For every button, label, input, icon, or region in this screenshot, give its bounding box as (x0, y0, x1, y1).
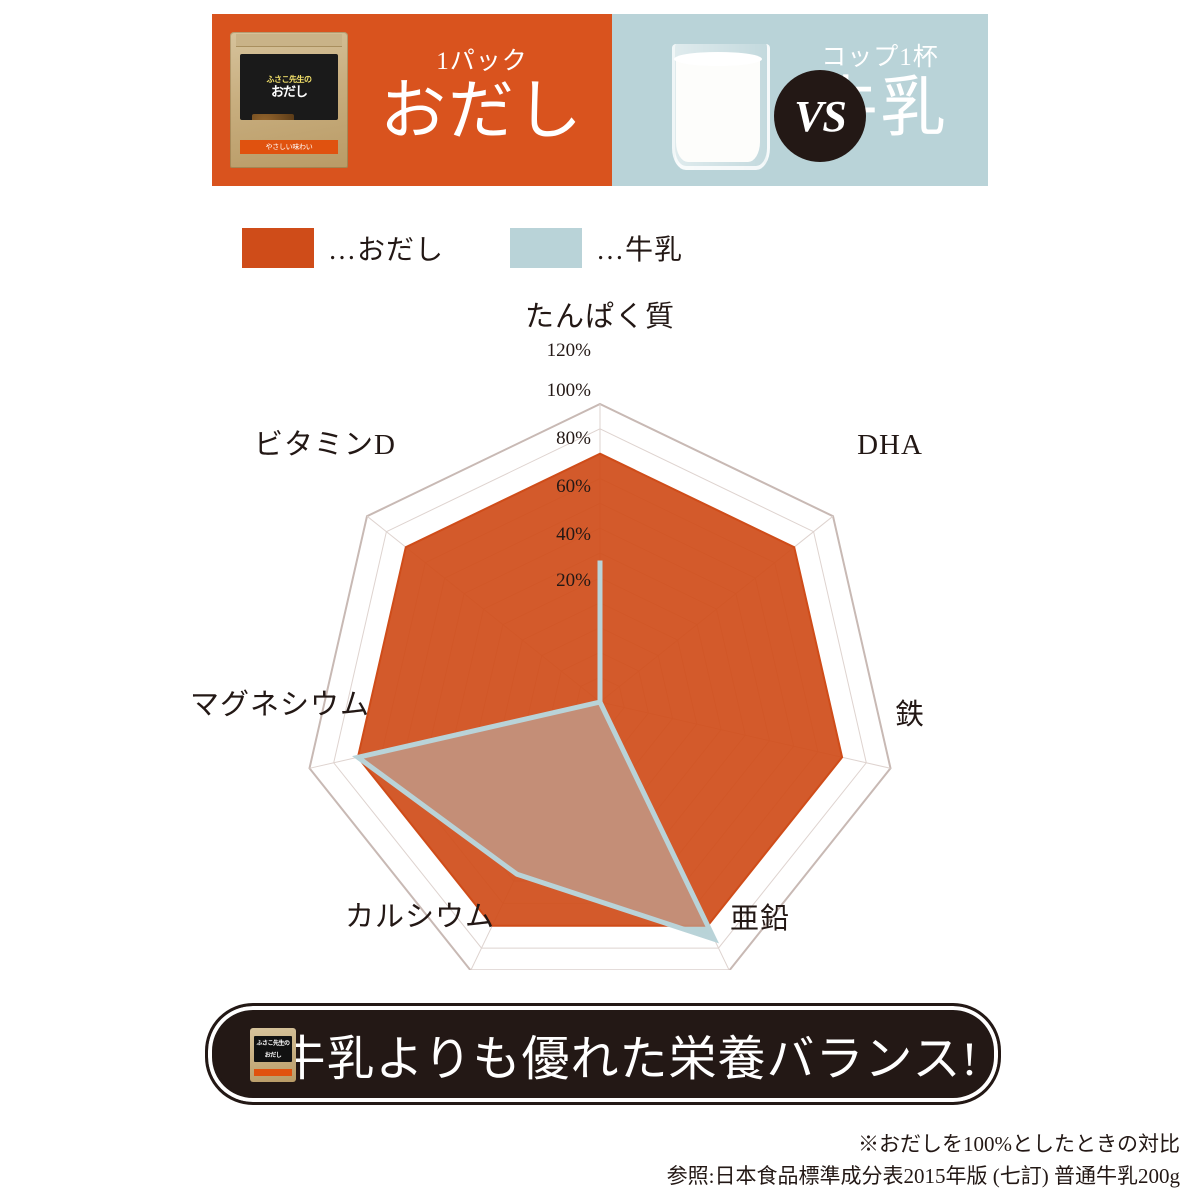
package-strip: やさしい味わい (240, 140, 338, 154)
legend-swatch-odashi (242, 228, 314, 268)
axis-label-protein: たんぱく質 (524, 301, 675, 333)
ribbon-text: 牛乳よりも優れた栄養バランス! (277, 1033, 979, 1086)
comparison-banner: ふさこ先生の おだし やさしい味わい 1パック おだし VS コップ1杯 牛乳 (212, 14, 988, 186)
radar-chart-svg (308, 402, 892, 972)
ribbon-package-line2: おだし (264, 1053, 282, 1059)
axis-label-calcium: カルシウム (344, 901, 495, 933)
banner-odashi-side: ふさこ先生の おだし やさしい味わい 1パック おだし (212, 14, 612, 186)
vs-badge: VS (774, 70, 866, 162)
tick-100: 100% (546, 380, 591, 401)
legend-label-odashi: …おだし (328, 235, 445, 266)
package-name-line: おだし (270, 84, 308, 99)
package-label: ふさこ先生の おだし (240, 54, 338, 120)
axis-label-vitamind: ビタミンD (254, 429, 396, 461)
odashi-title: おだし (380, 75, 584, 148)
radar-chart: たんぱく質 DHA 鉄 亜鉛 カルシウム マグネシウム ビタミンD 120% 1… (0, 290, 1200, 972)
milk-serving-label: コップ1杯 (821, 44, 939, 71)
odashi-package-image: ふさこ先生の おだし やさしい味わい (230, 32, 348, 168)
ribbon-package-line1: ふさこ先生の (256, 1041, 290, 1047)
axis-label-magnesium-text: マグネシウム (190, 689, 371, 721)
chart-legend: …おだし …牛乳 (242, 228, 683, 268)
banner-milk-side: コップ1杯 牛乳 (612, 14, 988, 186)
odashi-serving-label: 1パック (436, 48, 528, 75)
tick-120: 120% (546, 340, 591, 361)
ribbon-package-icon: ふさこ先生の おだし (250, 1028, 296, 1082)
tick-40: 40% (556, 524, 591, 545)
axis-label-dha: DHA (857, 429, 923, 461)
package-brand-line: ふさこ先生の (266, 75, 313, 84)
footnote-basis: ※おだしを100%としたときの対比 (858, 1132, 1180, 1156)
package-photo (252, 114, 294, 120)
tick-60: 60% (556, 476, 591, 497)
axis-label-magnesium: マグネシウム (190, 688, 370, 722)
package-strip-text: やさしい味わい (265, 144, 313, 151)
tick-80: 80% (556, 428, 591, 449)
legend-swatch-milk (510, 228, 583, 268)
footnote-source: 参照:日本食品標準成分表2015年版 (七訂) 普通牛乳200g (666, 1164, 1180, 1188)
axis-label-zinc: 亜鉛 (729, 903, 790, 935)
bottom-ribbon: ふさこ先生の おだし 牛乳よりも優れた栄養バランス! (205, 1003, 1001, 1105)
tick-20: 20% (556, 570, 591, 591)
milk-glass-image (664, 38, 772, 170)
axis-label-iron: 鉄 (894, 699, 925, 731)
legend-label-milk: …牛乳 (596, 235, 684, 266)
